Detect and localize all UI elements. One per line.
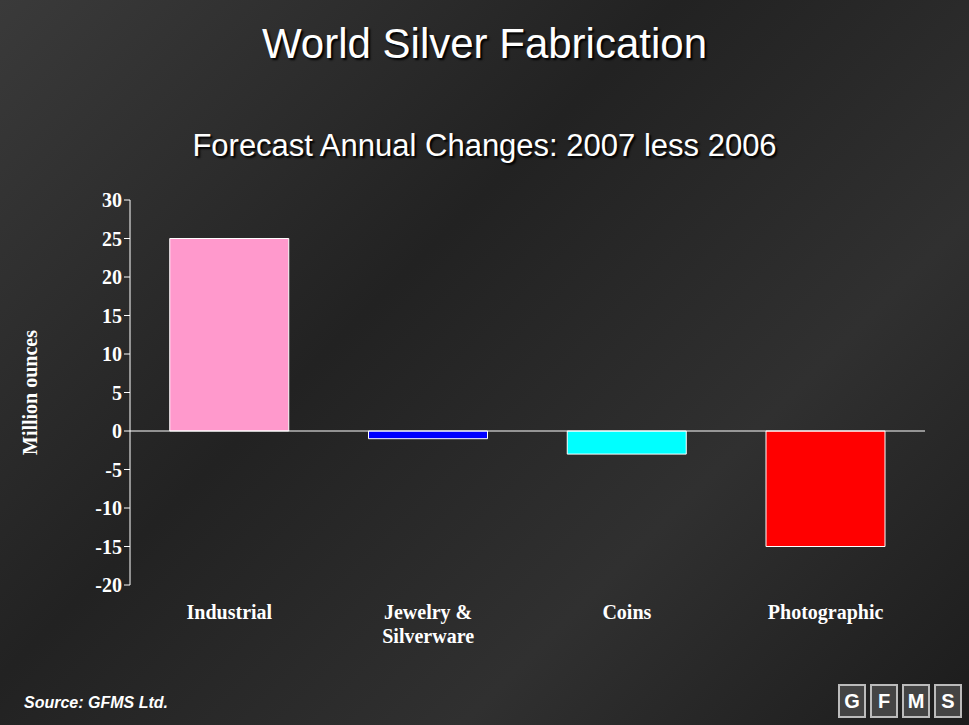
svg-text:25: 25 <box>102 228 122 250</box>
html-text:Forecast Annual Changes: 2007: Forecast Annual Changes: 2007 less 2006 <box>192 128 777 163</box>
svg-text:20: 20 <box>102 266 122 288</box>
html-text:F: F <box>877 690 891 712</box>
svg-text:5: 5 <box>112 382 122 404</box>
svg-text:-20: -20 <box>95 574 122 596</box>
svg-text:0: 0 <box>112 420 122 442</box>
svg-text:10: 10 <box>102 343 122 365</box>
html-text:S: S <box>941 690 955 712</box>
svg-text:Coins: Coins <box>602 601 651 623</box>
html-text:World Silver Fabrication: World Silver Fabrication <box>262 20 707 67</box>
html-text:G: G <box>844 690 860 712</box>
html-text:Source: GFMS Ltd.: Source: GFMS Ltd. <box>24 694 168 711</box>
svg-text:30: 30 <box>102 189 122 211</box>
svg-text:Industrial: Industrial <box>187 601 273 623</box>
svg-text:-5: -5 <box>105 459 122 481</box>
svg-text:Jewelry &Silverware: Jewelry &Silverware <box>382 601 474 647</box>
svg-text:15: 15 <box>102 305 122 327</box>
svg-text:-10: -10 <box>95 497 122 519</box>
html-text:M: M <box>907 690 925 712</box>
svg-text:-15: -15 <box>95 536 122 558</box>
svg-text:Million ounces: Million ounces <box>19 330 41 455</box>
svg-text:Photographic: Photographic <box>768 601 884 624</box>
